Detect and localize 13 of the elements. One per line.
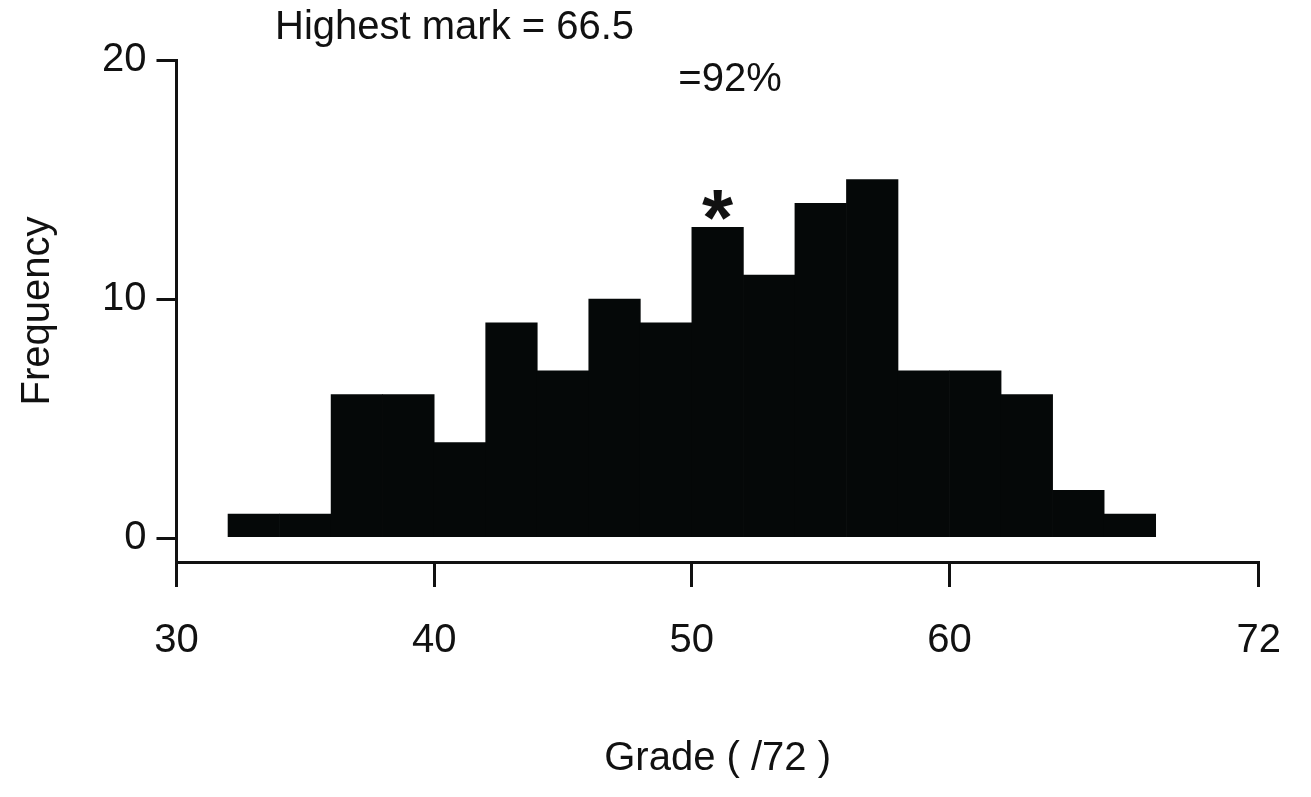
text: Highest mark = 66.5 — [275, 3, 635, 48]
x-tick-label: 30 — [154, 616, 199, 661]
x-axis-title: Grade ( /72 ) — [604, 734, 832, 779]
annotation: =92% — [678, 55, 782, 100]
x-tick-label: 40 — [411, 616, 457, 661]
x-tick-label: 60 — [927, 616, 972, 661]
x-tick-label: 50 — [669, 616, 715, 661]
y-tick-label: 20 — [101, 35, 147, 80]
y-tick-label: 10 — [101, 274, 147, 319]
y-axis-title: Frequency — [13, 216, 58, 406]
x-tick-label: 72 — [1236, 616, 1281, 661]
annotation: * — [702, 173, 735, 263]
y-tick-label: 0 — [124, 513, 147, 558]
